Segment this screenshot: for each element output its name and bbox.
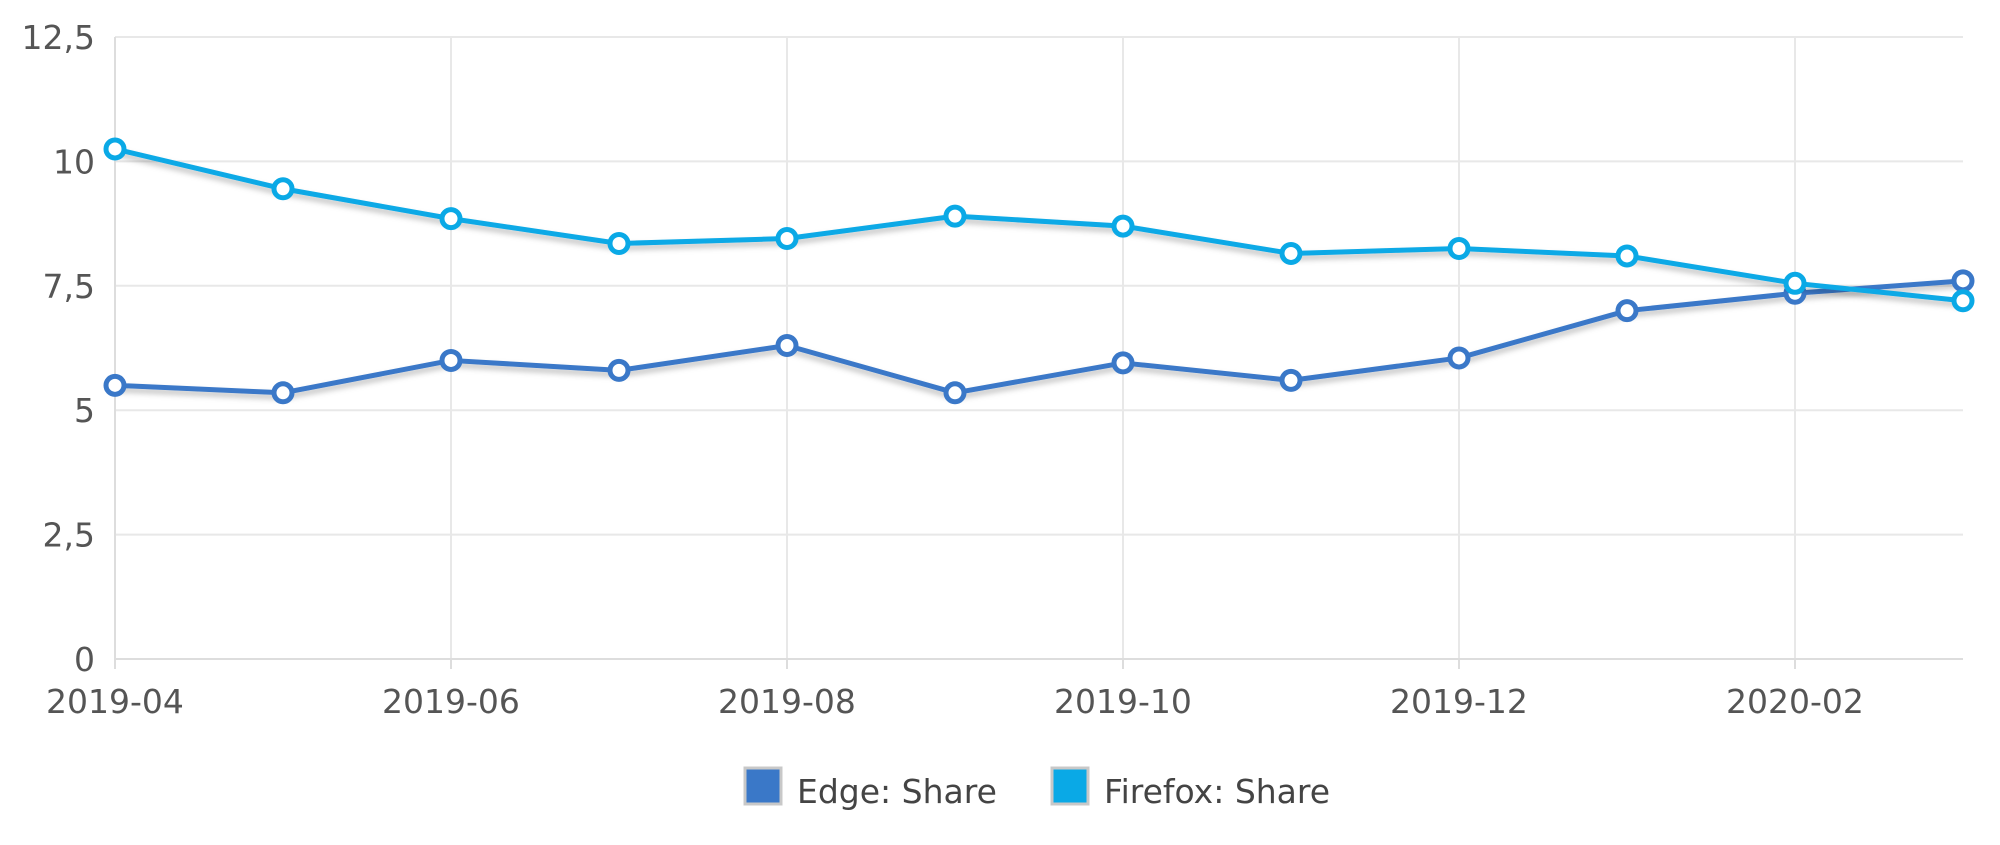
grid	[114, 36, 1963, 660]
data-point[interactable]	[271, 381, 295, 405]
legend-item-0[interactable]: Edge: Share	[743, 766, 997, 811]
y-tick-label: 12,5	[22, 18, 95, 57]
x-tick-label: 2019-12	[1390, 682, 1528, 721]
data-point[interactable]	[1111, 214, 1135, 238]
data-point[interactable]	[1783, 271, 1807, 295]
series-1	[103, 137, 1975, 313]
data-point[interactable]	[1447, 346, 1471, 370]
series-line	[114, 278, 1964, 396]
x-tick-label: 2019-08	[718, 682, 856, 721]
legend-label: Edge: Share	[797, 772, 997, 811]
data-point[interactable]	[943, 381, 967, 405]
x-tick-label: 2019-04	[46, 682, 184, 721]
legend: Edge: Share Firefox: Share	[743, 766, 1330, 811]
x-tick-label: 2019-06	[382, 682, 520, 721]
legend-swatch	[1050, 766, 1090, 806]
data-point[interactable]	[439, 207, 463, 231]
legend-swatch	[743, 766, 783, 806]
y-tick-label: 5	[74, 391, 95, 430]
series	[103, 137, 1975, 405]
data-point[interactable]	[1615, 299, 1639, 323]
axes: 0 2,5 5 7,5 10 12,5 2019-04 2019-06 2019-08 2019-…	[22, 18, 1963, 721]
data-point[interactable]	[943, 204, 967, 228]
legend-item-1[interactable]: Firefox: Share	[1050, 766, 1330, 811]
series-line	[114, 146, 1964, 304]
y-tick-label: 10	[53, 142, 95, 181]
x-tick-label: 2020-02	[1726, 682, 1864, 721]
data-point[interactable]	[775, 227, 799, 251]
data-point[interactable]	[775, 334, 799, 358]
data-point[interactable]	[1279, 368, 1303, 392]
legend-label: Firefox: Share	[1104, 772, 1330, 811]
series-0	[103, 269, 1975, 405]
data-point[interactable]	[1111, 351, 1135, 375]
data-point[interactable]	[103, 373, 127, 397]
data-point[interactable]	[1951, 269, 1975, 293]
x-tick-label: 2019-10	[1054, 682, 1192, 721]
data-point[interactable]	[607, 232, 631, 256]
y-tick-label: 2,5	[43, 516, 95, 555]
data-point[interactable]	[1279, 241, 1303, 265]
data-point[interactable]	[439, 348, 463, 372]
data-point[interactable]	[1447, 236, 1471, 260]
data-point[interactable]	[103, 137, 127, 161]
data-point[interactable]	[607, 358, 631, 382]
data-point[interactable]	[271, 177, 295, 201]
data-point[interactable]	[1951, 289, 1975, 313]
y-tick-label: 7,5	[43, 267, 95, 306]
data-point[interactable]	[1615, 244, 1639, 268]
y-tick-label: 0	[74, 640, 95, 679]
